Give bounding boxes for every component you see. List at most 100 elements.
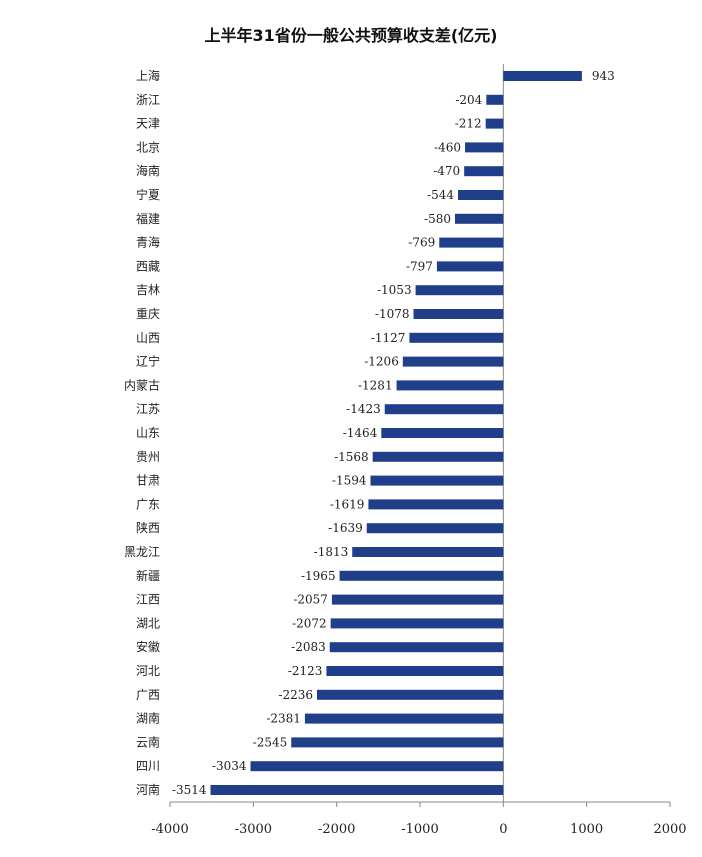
category-label: 江苏	[136, 402, 160, 416]
category-label: 湖南	[136, 711, 160, 726]
category-label: 青海	[136, 235, 160, 250]
data-label: -2057	[293, 593, 328, 607]
category-label: 山西	[136, 331, 160, 345]
x-tick-label: 2000	[653, 822, 686, 837]
category-label: 河北	[136, 664, 160, 678]
category-label: 河南	[136, 782, 160, 797]
category-label: 内蒙古	[124, 377, 160, 392]
data-label: -1423	[346, 402, 381, 416]
category-label: 云南	[136, 734, 160, 749]
data-label: -769	[408, 236, 435, 250]
data-label: -2123	[288, 664, 323, 678]
data-label: -470	[433, 164, 460, 178]
bar	[384, 404, 504, 415]
data-label: -1078	[375, 307, 410, 321]
data-label: -2083	[291, 640, 326, 654]
category-label: 吉林	[136, 283, 160, 297]
data-label: -2072	[292, 616, 327, 630]
bar	[250, 761, 504, 772]
bar	[331, 594, 504, 605]
category-label: 山东	[136, 426, 160, 440]
data-label: -544	[427, 188, 454, 202]
data-label: -1619	[330, 497, 365, 511]
category-label: 浙江	[136, 93, 160, 107]
data-label: -1464	[343, 426, 378, 440]
bar	[465, 142, 504, 153]
data-label: -1813	[314, 545, 349, 559]
category-label: 辽宁	[136, 354, 160, 369]
bar	[436, 261, 504, 272]
category-label: 西藏	[136, 259, 160, 273]
category-label: 北京	[136, 140, 160, 154]
data-label: -1281	[358, 378, 393, 392]
bar	[291, 737, 504, 748]
data-label: -204	[455, 93, 482, 107]
bar	[413, 309, 504, 319]
bar	[304, 713, 504, 724]
bar	[352, 547, 504, 557]
data-label: -2381	[266, 712, 301, 726]
data-label: -797	[406, 259, 433, 273]
bar	[458, 190, 504, 200]
category-label: 广东	[136, 497, 160, 511]
data-label: -212	[455, 117, 482, 131]
x-tick-label: 1000	[570, 822, 603, 837]
data-label: -1127	[371, 331, 406, 345]
category-label: 宁夏	[136, 187, 160, 202]
category-label: 江西	[136, 593, 160, 607]
data-label: -1594	[332, 474, 367, 488]
category-label: 天津	[136, 117, 160, 131]
x-tick-label: -4000	[151, 822, 188, 837]
data-label: -1053	[377, 283, 412, 297]
data-label: -460	[434, 140, 461, 154]
data-label: -1206	[364, 355, 399, 369]
chart-title: 上半年31省份一般公共预算收支差(亿元)	[204, 26, 498, 45]
category-label: 陕西	[136, 520, 160, 535]
data-label: -2545	[253, 735, 288, 749]
data-label: -2236	[278, 688, 313, 702]
category-label: 甘肃	[136, 474, 160, 488]
category-label: 广西	[136, 688, 160, 702]
bar	[396, 380, 504, 391]
bar	[402, 356, 504, 367]
data-label: 943	[592, 69, 615, 83]
bar	[330, 618, 504, 629]
category-label: 重庆	[136, 307, 160, 321]
bar	[485, 118, 504, 129]
data-label: -1639	[328, 521, 363, 535]
bar	[339, 570, 504, 581]
category-label: 四川	[136, 759, 160, 773]
bar	[486, 94, 504, 105]
x-tick-label: -1000	[401, 822, 438, 837]
bar	[329, 642, 504, 653]
data-label: -3034	[212, 759, 247, 773]
bar	[415, 285, 504, 296]
data-label: -1965	[301, 569, 336, 583]
bar	[455, 213, 504, 224]
bar	[370, 475, 504, 486]
bar	[326, 666, 504, 676]
category-label: 新疆	[136, 568, 160, 583]
bar	[317, 689, 504, 700]
data-label: -3514	[172, 783, 207, 797]
category-label: 福建	[136, 211, 160, 226]
bar	[366, 523, 504, 534]
x-tick-label: -3000	[235, 822, 272, 837]
category-label: 贵州	[136, 450, 160, 464]
category-label: 海南	[136, 163, 160, 178]
category-label: 上海	[136, 68, 160, 83]
bar	[464, 166, 504, 177]
bar	[372, 451, 504, 462]
data-label: -580	[424, 212, 451, 226]
bar	[439, 237, 504, 248]
category-label: 安徽	[136, 639, 160, 654]
category-label: 湖北	[136, 615, 160, 630]
x-tick-label: -2000	[318, 822, 355, 837]
bar	[409, 332, 504, 343]
category-label: 黑龙江	[124, 545, 160, 559]
bar	[368, 499, 504, 510]
bar	[210, 785, 504, 795]
bar	[503, 71, 582, 81]
